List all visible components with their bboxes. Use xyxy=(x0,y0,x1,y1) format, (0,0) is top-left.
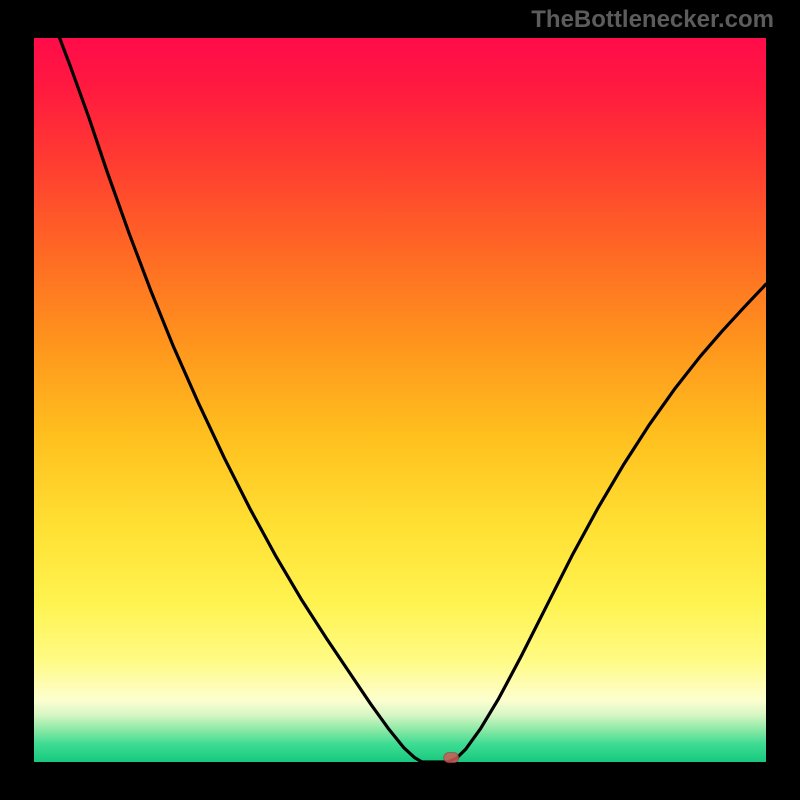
plot-area xyxy=(34,38,766,762)
watermark-text: TheBottlenecker.com xyxy=(531,6,774,34)
bottleneck-curve xyxy=(60,38,766,762)
curve-layer xyxy=(34,38,766,762)
chart-stage: TheBottlenecker.com xyxy=(0,0,800,800)
annotation-pill xyxy=(444,753,459,763)
